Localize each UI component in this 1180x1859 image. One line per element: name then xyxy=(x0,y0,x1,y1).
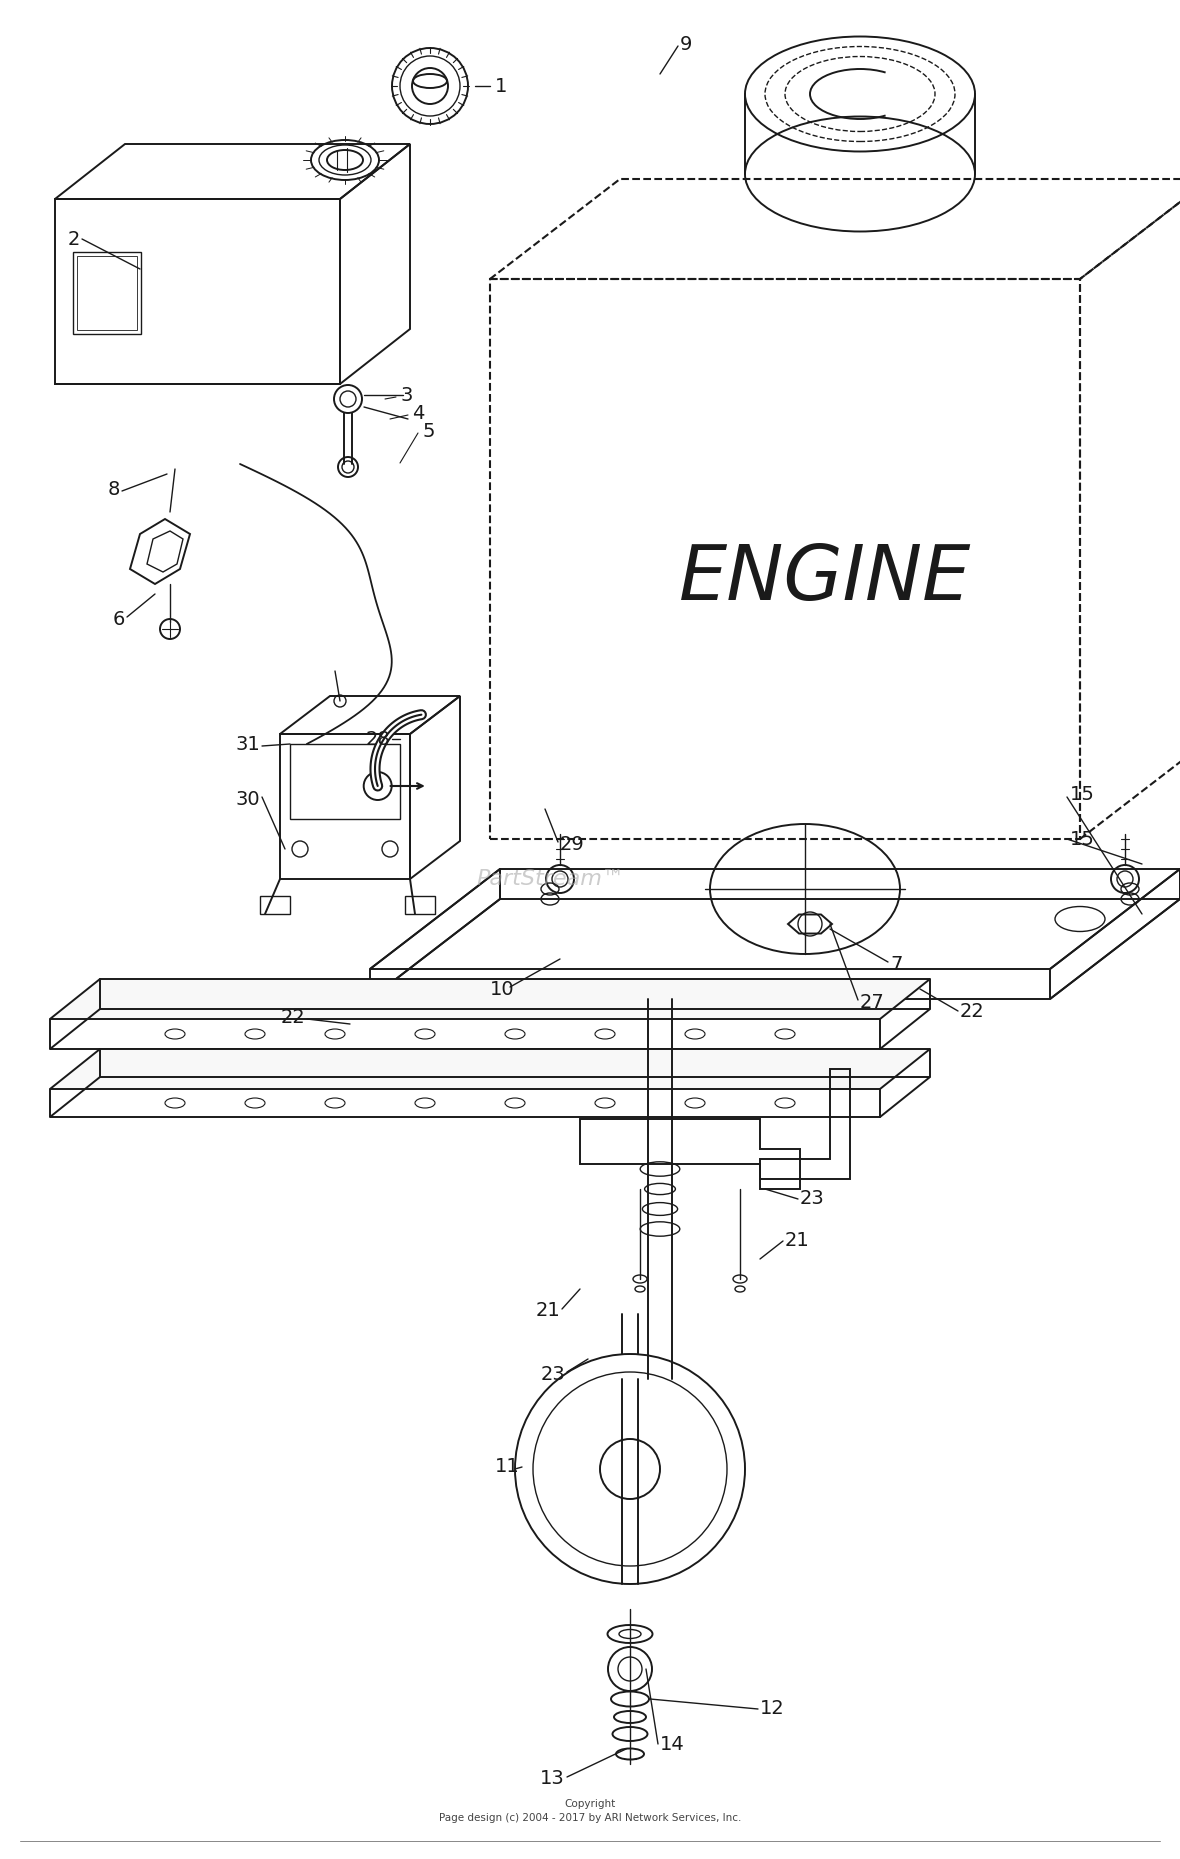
Text: 22: 22 xyxy=(961,1002,985,1021)
Bar xyxy=(405,896,435,915)
Text: 14: 14 xyxy=(660,1734,684,1753)
Text: 22: 22 xyxy=(281,1008,304,1026)
Polygon shape xyxy=(50,1048,930,1089)
Text: 15: 15 xyxy=(1070,784,1095,803)
Bar xyxy=(77,257,137,331)
Text: 8: 8 xyxy=(107,480,120,498)
Text: 28: 28 xyxy=(366,729,391,749)
Text: 6: 6 xyxy=(112,610,125,628)
Text: 21: 21 xyxy=(536,1301,560,1320)
Text: 31: 31 xyxy=(235,734,260,753)
Text: 7: 7 xyxy=(890,954,903,974)
Text: 3: 3 xyxy=(400,385,412,405)
Text: 2: 2 xyxy=(67,229,80,249)
Text: 23: 23 xyxy=(800,1190,825,1208)
Text: 30: 30 xyxy=(235,790,260,809)
Polygon shape xyxy=(50,980,930,1019)
Bar xyxy=(73,253,140,335)
Text: 5: 5 xyxy=(422,422,434,441)
Text: 1: 1 xyxy=(494,76,507,95)
Text: 21: 21 xyxy=(785,1231,809,1251)
Text: 12: 12 xyxy=(760,1699,785,1718)
Text: 27: 27 xyxy=(860,993,885,1011)
Text: 29: 29 xyxy=(560,835,585,853)
Bar xyxy=(290,744,400,820)
Text: Copyright
Page design (c) 2004 - 2017 by ARI Network Services, Inc.: Copyright Page design (c) 2004 - 2017 by… xyxy=(439,1800,741,1824)
Text: 11: 11 xyxy=(496,1457,520,1476)
Text: PartStream™: PartStream™ xyxy=(476,868,624,889)
Text: 15: 15 xyxy=(1070,829,1095,848)
Text: 13: 13 xyxy=(540,1770,565,1788)
Text: 23: 23 xyxy=(540,1365,565,1383)
Text: ENGINE: ENGINE xyxy=(678,543,971,615)
Bar xyxy=(260,896,290,915)
Text: 9: 9 xyxy=(680,35,693,54)
Text: 4: 4 xyxy=(412,403,425,422)
Text: 10: 10 xyxy=(490,980,514,998)
